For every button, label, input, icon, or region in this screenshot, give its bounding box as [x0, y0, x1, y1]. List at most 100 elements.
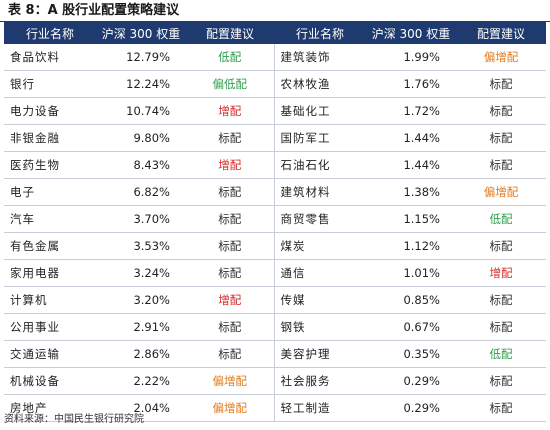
allocation-recommendation: 标配 — [456, 313, 546, 341]
table-row: 有色金属 3.53% 标配 煤炭 1.12% 标配 — [4, 232, 546, 260]
csi300-weight: 10.74% — [96, 97, 186, 125]
csi300-weight: 12.24% — [96, 70, 186, 98]
allocation-recommendation: 偏增配 — [456, 44, 546, 71]
allocation-recommendation: 偏低配 — [186, 70, 274, 98]
csi300-weight: 6.82% — [96, 178, 186, 206]
csi300-weight: 2.91% — [96, 313, 186, 341]
allocation-recommendation: 标配 — [186, 232, 274, 260]
csi300-weight: 1.44% — [366, 151, 456, 179]
csi300-weight: 1.76% — [366, 70, 456, 98]
csi300-weight: 2.86% — [96, 340, 186, 368]
industry-name: 钢铁 — [273, 313, 366, 341]
allocation-recommendation: 低配 — [456, 205, 546, 233]
csi300-weight: 1.38% — [366, 178, 456, 206]
industry-name: 机械设备 — [4, 367, 96, 395]
table-row: 房地产 2.04% 偏增配 轻工制造 0.29% 标配 — [4, 394, 546, 422]
csi300-weight: 1.12% — [366, 232, 456, 260]
csi300-weight: 0.67% — [366, 313, 456, 341]
header-industry-name: 行业名称 — [274, 22, 366, 44]
header-allocation: 配置建议 — [186, 22, 274, 44]
industry-name: 非银金融 — [4, 124, 96, 152]
csi300-weight: 9.80% — [96, 124, 186, 152]
csi300-weight: 3.53% — [96, 232, 186, 260]
industry-name: 煤炭 — [273, 232, 366, 260]
industry-name: 通信 — [273, 259, 366, 287]
allocation-recommendation: 标配 — [456, 367, 546, 395]
industry-name: 医药生物 — [4, 151, 96, 179]
allocation-recommendation: 增配 — [186, 97, 274, 125]
csi300-weight: 8.43% — [96, 151, 186, 179]
industry-name: 建筑材料 — [273, 178, 366, 206]
allocation-recommendation: 低配 — [186, 44, 274, 71]
csi300-weight: 0.35% — [366, 340, 456, 368]
industry-name: 家用电器 — [4, 259, 96, 287]
csi300-weight: 0.85% — [366, 286, 456, 314]
csi300-weight: 1.44% — [366, 124, 456, 152]
table-row: 非银金融 9.80% 标配 国防军工 1.44% 标配 — [4, 124, 546, 152]
allocation-recommendation: 标配 — [456, 232, 546, 260]
title-divider — [0, 21, 550, 22]
allocation-recommendation: 标配 — [186, 259, 274, 287]
csi300-weight: 2.04% — [96, 394, 186, 422]
allocation-recommendation: 标配 — [456, 151, 546, 179]
table-header-row: 行业名称 沪深 300 权重 配置建议 行业名称 沪深 300 权重 配置建议 — [4, 22, 546, 44]
allocation-recommendation: 标配 — [456, 394, 546, 422]
allocation-recommendation: 偏增配 — [456, 178, 546, 206]
allocation-recommendation: 标配 — [186, 124, 274, 152]
table-row: 交通运输 2.86% 标配 美容护理 0.35% 低配 — [4, 340, 546, 368]
table-row: 机械设备 2.22% 偏增配 社会服务 0.29% 标配 — [4, 367, 546, 395]
allocation-recommendation: 增配 — [186, 151, 274, 179]
industry-name: 公用事业 — [4, 313, 96, 341]
table-row: 食品饮料 12.79% 低配 建筑装饰 1.99% 偏增配 — [4, 44, 546, 71]
industry-name: 有色金属 — [4, 232, 96, 260]
table-row: 电力设备 10.74% 增配 基础化工 1.72% 标配 — [4, 97, 546, 125]
header-csi300-weight: 沪深 300 权重 — [96, 22, 186, 44]
table-row: 电子 6.82% 标配 建筑材料 1.38% 偏增配 — [4, 178, 546, 206]
csi300-weight: 1.72% — [366, 97, 456, 125]
industry-name: 石油石化 — [273, 151, 366, 179]
header-allocation: 配置建议 — [456, 22, 546, 44]
table-row: 银行 12.24% 偏低配 农林牧渔 1.76% 标配 — [4, 70, 546, 98]
allocation-recommendation: 标配 — [456, 97, 546, 125]
allocation-recommendation: 标配 — [456, 124, 546, 152]
industry-name: 传媒 — [273, 286, 366, 314]
industry-name: 美容护理 — [273, 340, 366, 368]
csi300-weight: 12.79% — [96, 44, 186, 71]
csi300-weight: 3.20% — [96, 286, 186, 314]
table-row: 医药生物 8.43% 增配 石油石化 1.44% 标配 — [4, 151, 546, 179]
csi300-weight: 1.01% — [366, 259, 456, 287]
allocation-recommendation: 标配 — [186, 205, 274, 233]
table-row: 汽车 3.70% 标配 商贸零售 1.15% 低配 — [4, 205, 546, 233]
allocation-recommendation: 偏增配 — [186, 394, 274, 422]
industry-name: 电力设备 — [4, 97, 96, 125]
allocation-recommendation: 标配 — [186, 340, 274, 368]
csi300-weight: 0.29% — [366, 367, 456, 395]
allocation-recommendation: 标配 — [186, 178, 274, 206]
csi300-weight: 1.99% — [366, 44, 456, 71]
allocation-recommendation: 标配 — [456, 286, 546, 314]
industry-name: 房地产 — [4, 394, 96, 422]
source-note: 资料来源：中国民生银行研究院 — [4, 414, 144, 425]
industry-name: 计算机 — [4, 286, 96, 314]
industry-name: 电子 — [4, 178, 96, 206]
csi300-weight: 2.22% — [96, 367, 186, 395]
allocation-recommendation: 标配 — [456, 70, 546, 98]
allocation-recommendation: 标配 — [186, 313, 274, 341]
industry-name: 社会服务 — [273, 367, 366, 395]
allocation-recommendation: 增配 — [186, 286, 274, 314]
csi300-weight: 3.70% — [96, 205, 186, 233]
csi300-weight: 0.29% — [366, 394, 456, 422]
csi300-weight: 3.24% — [96, 259, 186, 287]
industry-name: 商贸零售 — [273, 205, 366, 233]
allocation-recommendation: 低配 — [456, 340, 546, 368]
industry-name: 基础化工 — [273, 97, 366, 125]
table-row: 家用电器 3.24% 标配 通信 1.01% 增配 — [4, 259, 546, 287]
industry-name: 建筑装饰 — [273, 44, 366, 71]
allocation-recommendation: 增配 — [456, 259, 546, 287]
industry-name: 农林牧渔 — [273, 70, 366, 98]
industry-name: 银行 — [4, 70, 96, 98]
industry-name: 食品饮料 — [4, 44, 96, 71]
industry-allocation-table: 行业名称 沪深 300 权重 配置建议 行业名称 沪深 300 权重 配置建议 … — [4, 22, 546, 422]
industry-name: 交通运输 — [4, 340, 96, 368]
csi300-weight: 1.15% — [366, 205, 456, 233]
